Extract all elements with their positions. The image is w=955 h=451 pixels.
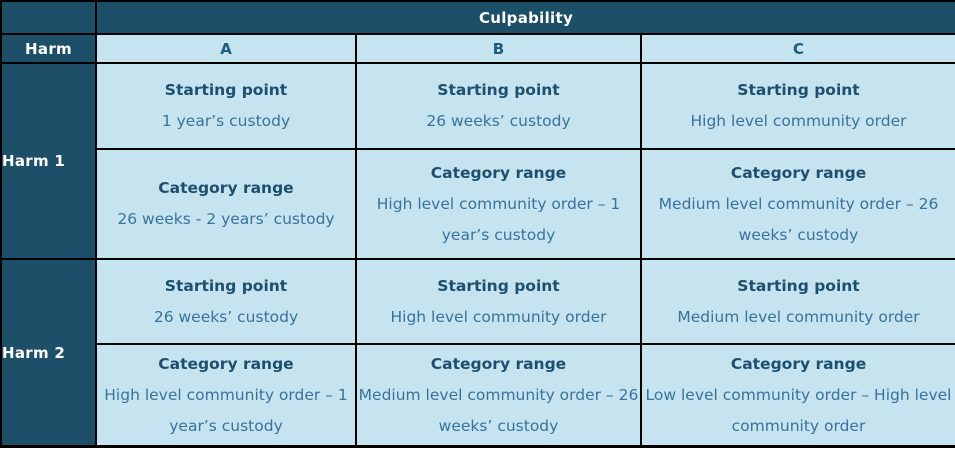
harm1-category-range-row: Category range 26 weeks - 2 years’ custo… xyxy=(1,148,955,260)
harm1-culpC-starting-point-cell: Starting point High level community orde… xyxy=(639,62,955,150)
harm2-culpB-starting-point-cell: Starting point High level community orde… xyxy=(355,258,642,345)
starting-point-value: 26 weeks’ custody xyxy=(426,112,571,130)
category-range-value: High level community order – 1 year’s cu… xyxy=(376,194,621,244)
column-header-c: C xyxy=(639,33,955,64)
category-range-value: Medium level community order – 26 weeks’… xyxy=(358,385,639,435)
corner-cell xyxy=(0,0,97,35)
starting-point-label: Starting point xyxy=(737,81,860,99)
category-range-value: High level community order – 1 year’s cu… xyxy=(104,385,348,435)
starting-point-value: 1 year’s custody xyxy=(161,112,291,130)
harm2-culpA-category-range-cell: Category range High level community orde… xyxy=(95,343,357,448)
starting-point-label: Starting point xyxy=(437,276,560,295)
harm-header: Harm xyxy=(0,33,97,64)
starting-point-value: Medium level community order xyxy=(677,307,920,326)
column-header-b: B xyxy=(355,33,642,64)
harm1-culpB-category-range-cell: Category range High level community orde… xyxy=(355,148,642,260)
harm1-culpA-category-range-cell: Category range 26 weeks - 2 years’ custo… xyxy=(95,148,357,260)
harm2-starting-point-row: Harm 2 Starting point 26 weeks’ custody … xyxy=(0,258,955,448)
starting-point-value: High level community order xyxy=(690,112,907,130)
category-range-label: Category range xyxy=(730,354,867,373)
category-range-label: Category range xyxy=(158,354,294,373)
category-range-value: 26 weeks - 2 years’ custody xyxy=(117,210,335,228)
category-range-label: Category range xyxy=(430,354,567,373)
category-range-label: Category range xyxy=(430,163,567,182)
category-range-value: Medium level community order – 26 weeks’… xyxy=(658,194,939,244)
harm-2-row-label: Harm 2 xyxy=(0,258,97,448)
harm2-culpA-starting-point-cell: Starting point 26 weeks’ custody xyxy=(95,258,357,345)
column-header-row: Harm A B C xyxy=(0,33,955,64)
category-range-label: Category range xyxy=(158,179,294,197)
starting-point-value: 26 weeks’ custody xyxy=(153,307,299,326)
harm1-starting-point-row: Harm 1 Starting point 1 year’s custody S… xyxy=(0,62,955,260)
harm1-culpA-starting-point-cell: Starting point 1 year’s custody xyxy=(95,62,357,150)
harm2-culpC-category-range-cell: Category range Low level community order… xyxy=(639,343,955,448)
starting-point-label: Starting point xyxy=(164,81,288,99)
harm-1-row-label: Harm 1 xyxy=(0,62,97,260)
starting-point-value: High level community order xyxy=(390,307,607,326)
harm2-culpC-starting-point-cell: Starting point Medium level community or… xyxy=(639,258,955,345)
starting-point-label: Starting point xyxy=(164,276,288,295)
harm2-category-range-row: Category range High level community orde… xyxy=(1,343,955,448)
culpability-header: Culpability xyxy=(94,0,955,35)
harm1-culpB-starting-point-cell: Starting point 26 weeks’ custody xyxy=(355,62,642,150)
harm1-culpC-category-range-cell: Category range Medium level community or… xyxy=(639,148,955,260)
category-range-value: Low level community order – High level c… xyxy=(645,385,952,435)
category-range-label: Category range xyxy=(730,163,867,182)
starting-point-label: Starting point xyxy=(437,81,560,99)
culpability-header-row: Culpability xyxy=(0,0,955,35)
harm2-culpB-category-range-cell: Category range Medium level community or… xyxy=(355,343,642,448)
starting-point-label: Starting point xyxy=(737,276,860,295)
column-header-a: A xyxy=(95,33,357,64)
